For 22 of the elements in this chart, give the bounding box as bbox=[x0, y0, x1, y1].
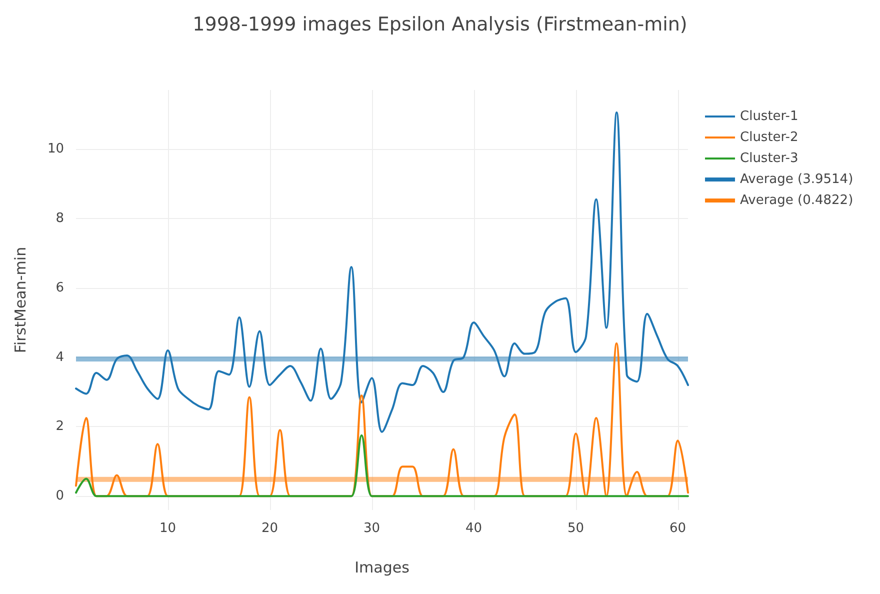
x-tick-label: 40 bbox=[466, 521, 482, 536]
legend-label: Cluster-3 bbox=[740, 151, 798, 166]
legend-label: Average (0.4822) bbox=[740, 193, 854, 208]
y-axis-title: FirstMean-min bbox=[12, 246, 30, 354]
y-tick-label: 6 bbox=[56, 280, 64, 296]
y-tick-label: 10 bbox=[47, 142, 64, 157]
x-axis-title: Images bbox=[354, 558, 410, 576]
line-series bbox=[75, 434, 689, 498]
line-series bbox=[75, 112, 689, 433]
x-tick-label: 30 bbox=[364, 521, 380, 536]
y-tick-label: 4 bbox=[56, 350, 64, 365]
x-tick-label: 10 bbox=[160, 521, 176, 536]
x-tick-label: 20 bbox=[262, 521, 278, 536]
x-tick-label: 60 bbox=[670, 521, 686, 536]
y-tick-label: 8 bbox=[56, 210, 64, 226]
legend-label: Average (3.9514) bbox=[740, 172, 854, 187]
legend-label: Cluster-2 bbox=[740, 130, 798, 145]
y-tick-label: 2 bbox=[56, 419, 64, 434]
chart-title: 1998-1999 images Epsilon Analysis (Firstmean-min) bbox=[192, 14, 688, 36]
y-tick-label: 0 bbox=[56, 488, 64, 504]
legend-label: Cluster-1 bbox=[740, 109, 798, 124]
x-tick-label: 50 bbox=[568, 521, 584, 536]
